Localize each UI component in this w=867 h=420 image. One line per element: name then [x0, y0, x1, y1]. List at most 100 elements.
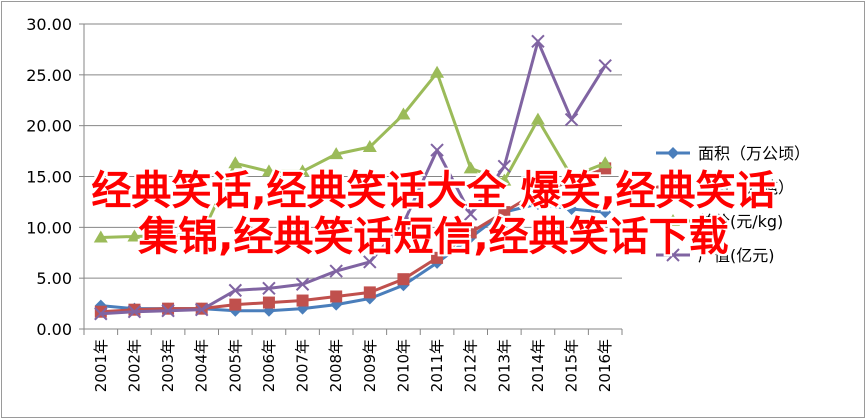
- data-point-marker: [430, 65, 445, 78]
- data-point-marker: [531, 34, 545, 48]
- legend-entry: 产值(亿元): [656, 246, 775, 265]
- data-point-marker: [564, 169, 579, 182]
- x-tick-label: 2009年: [361, 339, 379, 392]
- x-tick-label: 2005年: [226, 339, 244, 392]
- data-point-marker: [228, 283, 243, 298]
- marker-stroke: [598, 58, 612, 73]
- legend-entry: 单价(元/kg): [656, 212, 783, 231]
- x-tick-label: 2011年: [428, 339, 446, 392]
- data-point-marker: [463, 207, 478, 221]
- series-line: [100, 71, 606, 239]
- data-point-marker: [565, 203, 578, 216]
- data-point-marker: [666, 214, 680, 226]
- legend-label: 产值(亿元): [698, 246, 775, 265]
- marker-stroke: [329, 264, 343, 278]
- y-tick-label: 0.00: [36, 320, 72, 339]
- x-tick-label: 2002年: [125, 339, 143, 392]
- marker-stroke: [463, 207, 478, 221]
- marker-stroke: [497, 159, 512, 174]
- data-point-marker: [531, 197, 544, 210]
- data-point-marker: [497, 173, 512, 186]
- data-point-marker: [430, 143, 444, 157]
- data-point-marker: [94, 307, 108, 321]
- data-point-marker: [194, 302, 209, 317]
- data-point-marker: [161, 228, 176, 241]
- series-layer: [93, 34, 613, 321]
- marker-stroke: [228, 283, 243, 298]
- data-point-marker: [667, 147, 679, 159]
- legend: 面积（万公顷） 产量（万吨） 单价(元/kg) 产值(亿元): [656, 144, 810, 265]
- watermark-text-line-2: 集锦,经典笑话短信,经典笑话下载: [138, 214, 729, 260]
- x-tick-label: 2013年: [495, 339, 513, 392]
- data-point-marker: [598, 58, 612, 73]
- x-tick-label: 2008年: [327, 339, 345, 392]
- watermark-text-line-1: 经典笑话,经典笑话大全 爆笑,经典笑话: [91, 168, 776, 214]
- data-point-marker: [497, 159, 512, 174]
- data-point-marker: [666, 248, 680, 262]
- data-point-marker: [161, 303, 175, 318]
- data-point-marker: [262, 281, 276, 296]
- x-tick-label: 2010年: [394, 339, 412, 392]
- marker-stroke: [430, 143, 444, 157]
- data-point-marker: [128, 303, 141, 316]
- legend-entry: 面积（万公顷）: [656, 144, 810, 163]
- marker-stroke: [262, 281, 276, 296]
- data-point-marker: [564, 112, 579, 127]
- x-tick-label: 2012年: [462, 339, 480, 392]
- data-point-marker: [531, 185, 544, 198]
- axes: 0.00 5.00 10.00 15.00 20.00 25.00 30.00 2001年 20…: [26, 15, 623, 392]
- y-tick-label: 25.00: [26, 66, 72, 85]
- data-point-marker: [363, 286, 376, 299]
- data-point-marker: [667, 181, 679, 193]
- marker-stroke: [531, 34, 545, 48]
- x-tick-label: 2016年: [596, 339, 614, 392]
- data-point-marker: [599, 206, 612, 219]
- data-point-marker: [396, 216, 411, 230]
- series-4: [94, 34, 612, 321]
- marker-stroke: [295, 277, 310, 291]
- data-point-marker: [295, 164, 310, 177]
- y-tick-label: 30.00: [26, 15, 72, 34]
- data-point-marker: [330, 290, 343, 303]
- legend-label: 单价(元/kg): [698, 212, 783, 231]
- data-point-marker: [194, 227, 209, 240]
- data-point-marker: [127, 229, 142, 242]
- data-point-marker: [397, 273, 410, 286]
- x-tick-label: 2007年: [294, 339, 312, 392]
- x-tick-label: 2015年: [563, 339, 581, 392]
- marker-stroke: [194, 302, 209, 317]
- y-tick-label: 20.00: [26, 117, 72, 136]
- data-point-marker: [296, 294, 309, 307]
- y-tick-label: 5.00: [36, 269, 72, 288]
- data-point-marker: [229, 298, 242, 311]
- data-point-marker: [396, 107, 411, 120]
- x-tick-label: 2006年: [260, 339, 278, 392]
- marker-stroke: [666, 248, 680, 262]
- gridlines: [84, 23, 622, 279]
- x-tick-label: 2014年: [529, 339, 547, 392]
- data-point-marker: [93, 230, 108, 243]
- data-point-marker: [329, 147, 344, 160]
- data-point-marker: [295, 277, 310, 291]
- series-3: [93, 65, 613, 243]
- data-point-marker: [94, 305, 107, 318]
- data-point-marker: [463, 161, 478, 174]
- data-point-marker: [162, 302, 175, 315]
- marker-stroke: [396, 216, 411, 230]
- data-point-marker: [362, 140, 377, 153]
- marker-stroke: [94, 307, 108, 321]
- legend-label: 面积（万公顷）: [698, 144, 810, 163]
- data-point-marker: [530, 112, 545, 125]
- legend-entry: 产量（万吨）: [656, 178, 794, 197]
- x-tick-label: 2004年: [193, 339, 211, 392]
- data-point-marker: [329, 264, 343, 278]
- y-tick-label: 15.00: [26, 168, 72, 187]
- data-point-marker: [498, 206, 511, 219]
- x-tick-label: 2001年: [92, 339, 110, 392]
- data-point-marker: [228, 156, 243, 169]
- marker-stroke: [564, 112, 579, 127]
- marker-stroke: [161, 303, 175, 318]
- data-point-marker: [598, 156, 613, 169]
- data-point-marker: [464, 226, 477, 239]
